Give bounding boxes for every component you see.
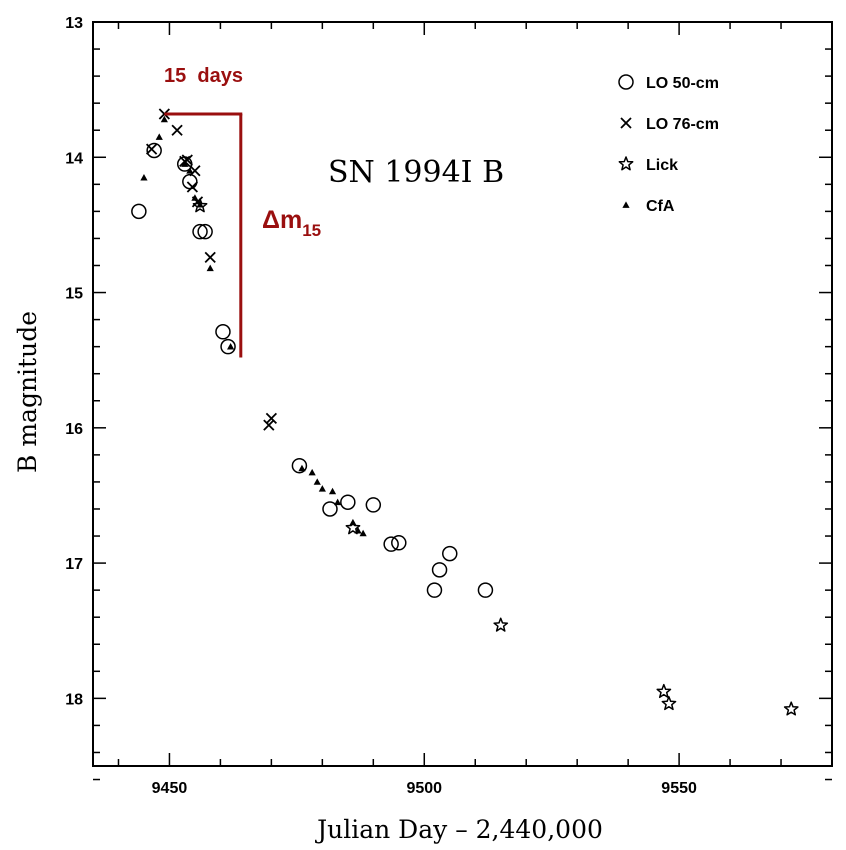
data-point (365, 497, 382, 513)
data-points (131, 108, 799, 716)
x-tick-label: 9550 (661, 780, 697, 797)
data-point (345, 520, 361, 535)
data-point (431, 562, 448, 578)
data-point (206, 264, 214, 272)
legend-marker (618, 74, 634, 90)
axis-ticks (93, 21, 833, 781)
data-point (313, 478, 321, 485)
x-tick-label: 9450 (152, 780, 188, 797)
data-point (181, 160, 189, 167)
legend-label: LO 50-cm (646, 75, 719, 92)
series-lo-76-cm (145, 108, 278, 431)
y-tick-label: 18 (65, 691, 83, 708)
data-point (493, 617, 509, 632)
data-point (328, 487, 337, 495)
data-point (186, 167, 194, 174)
data-point (391, 535, 407, 551)
data-point (189, 165, 201, 177)
tick-labels: 9450 9500 9550 13 14 15 16 17 18 (65, 15, 697, 797)
data-point (227, 343, 235, 350)
legend-label: CfA (646, 198, 675, 215)
data-point (197, 223, 213, 240)
y-tick-label: 17 (65, 556, 83, 573)
data-point (322, 501, 338, 517)
plot-border (92, 21, 833, 767)
legend-label: Lick (646, 157, 678, 174)
data-point (182, 173, 198, 190)
data-point (318, 485, 326, 492)
data-point (192, 223, 208, 240)
data-point (191, 194, 199, 201)
delta-m-text: Δm (262, 206, 302, 234)
data-point (155, 133, 163, 140)
data-point (215, 324, 231, 340)
data-point (308, 468, 316, 476)
legend-label: LO 76-cm (646, 116, 719, 133)
data-point (349, 518, 357, 526)
series-cfa (140, 115, 367, 537)
series-lick (192, 198, 799, 716)
y-tick-label: 15 (65, 286, 83, 303)
data-point (140, 173, 148, 181)
legend-marker (622, 201, 630, 208)
y-tick-label: 13 (65, 15, 83, 32)
data-point (145, 143, 158, 155)
data-point (220, 338, 236, 355)
data-point (192, 198, 208, 213)
data-point (477, 582, 494, 598)
data-point (442, 545, 458, 562)
y-axis-label: B magnitude (13, 311, 42, 473)
data-point (298, 464, 306, 472)
y-tick-label: 14 (65, 150, 83, 167)
data-point (171, 124, 183, 136)
data-point (334, 498, 342, 506)
annotation-delta-m15: Δm15 (262, 206, 321, 240)
data-point (354, 527, 362, 534)
data-point (131, 203, 147, 220)
data-point (265, 412, 278, 424)
x-tick-label: 9500 (406, 780, 442, 797)
annotation-15-days: 15 days (164, 65, 243, 87)
data-point (204, 251, 216, 264)
data-point (263, 419, 275, 431)
data-point (359, 529, 367, 537)
data-point (783, 701, 799, 716)
plot-frame (92, 21, 833, 767)
data-point (656, 683, 672, 699)
legend: LO 50-cm LO 76-cm Lick CfA (618, 74, 719, 215)
data-point (196, 201, 204, 208)
legend-marker (620, 117, 632, 129)
delta-subscript: 15 (302, 221, 321, 240)
data-point (340, 494, 356, 510)
annotation-layer (164, 112, 243, 358)
data-point (661, 696, 677, 711)
data-point (146, 142, 162, 159)
legend-marker (618, 156, 634, 171)
data-point (383, 536, 399, 552)
data-point (160, 115, 168, 123)
y-tick-label: 16 (65, 421, 83, 438)
chart-title: SN 1994I B (328, 155, 504, 190)
x-axis-label: Julian Day – 2,440,000 (314, 815, 603, 844)
data-point (291, 457, 308, 474)
data-point (186, 181, 199, 193)
series-lo-50-cm (131, 142, 494, 598)
data-point (426, 582, 443, 598)
